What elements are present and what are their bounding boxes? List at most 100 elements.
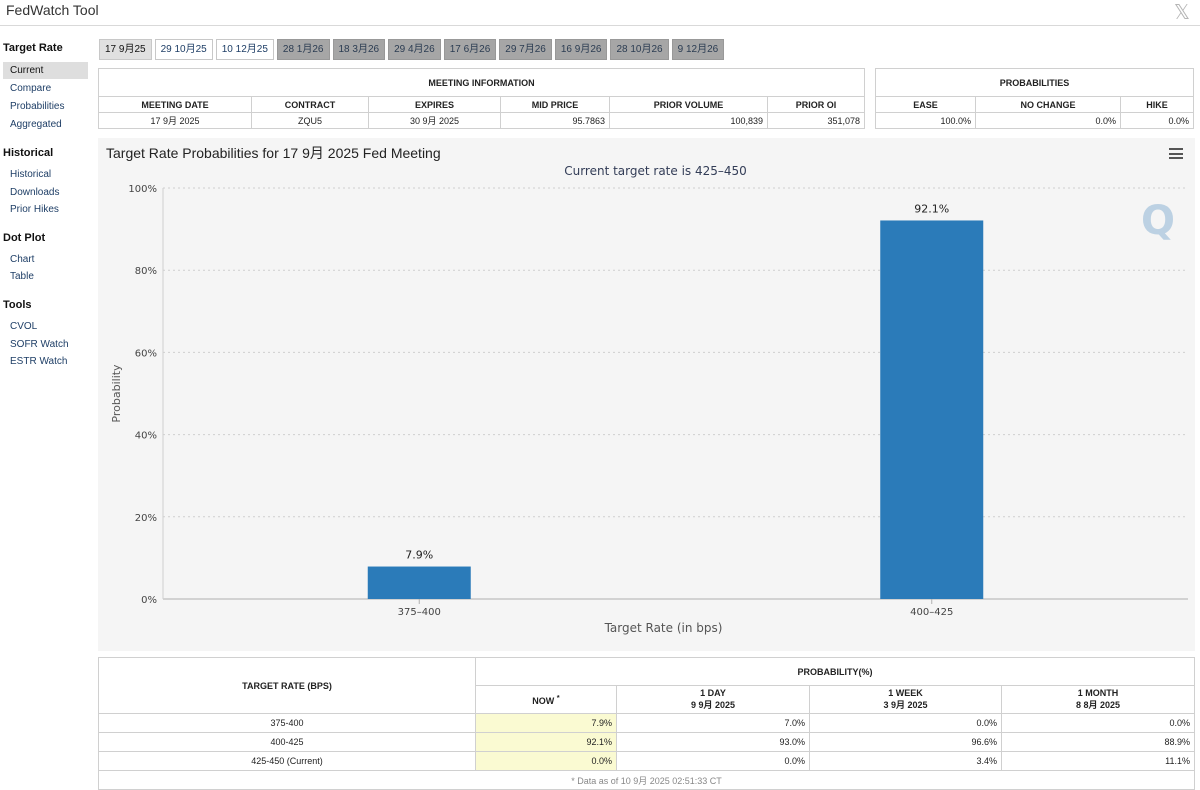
column-header: PRIOR VOLUME (609, 96, 768, 113)
column-header: HIKE (1120, 96, 1194, 113)
table-row: 375-400 7.9% 7.0% 0.0% 0.0% (98, 713, 1195, 733)
prior-volume-value: 100,839 (609, 112, 768, 129)
bar (367, 566, 471, 599)
month-cell: 11.1% (1001, 751, 1195, 771)
date-tab[interactable]: 9 12月26 (671, 39, 725, 60)
day-cell: 7.0% (616, 713, 810, 733)
mid-price-value: 95.7863 (500, 112, 610, 129)
now-cell: 7.9% (475, 713, 617, 733)
hike-value: 0.0% (1120, 112, 1194, 129)
sidebar-item-downloads[interactable]: Downloads (10, 187, 60, 198)
date-tab[interactable]: 29 10月25 (154, 39, 213, 60)
now-header: NOW * (475, 685, 617, 714)
x-tick-label: 400–425 (910, 607, 953, 618)
probability-header: PROBABILITY(%) (475, 657, 1195, 686)
app-title: FedWatch Tool (6, 2, 99, 18)
no-change-value: 0.0% (975, 112, 1121, 129)
target-rate-header: TARGET RATE (BPS) (98, 657, 476, 714)
day-cell: 93.0% (616, 732, 810, 752)
sidebar-item-probabilities[interactable]: Probabilities (10, 101, 65, 112)
x-tick-label: 375–400 (398, 607, 441, 618)
column-header: EASE (875, 96, 976, 113)
sidebar-item-cvol[interactable]: CVOL (10, 321, 38, 332)
now-cell: 0.0% (475, 751, 617, 771)
sidebar-item-current[interactable]: Current (3, 62, 88, 79)
table-row: 425-450 (Current) 0.0% 0.0% 3.4% 11.1% (98, 751, 1195, 771)
chart-subtitle: Current target rate is 425–450 (564, 164, 747, 178)
sidebar-item-compare[interactable]: Compare (10, 83, 52, 94)
q-logo-icon: Q (1140, 198, 1175, 244)
y-tick-label: 20% (135, 513, 157, 524)
period-date: 8 8月 2025 (1075, 700, 1121, 710)
sidebar-item-sofr-watch[interactable]: SOFR Watch (10, 339, 69, 350)
period-label: 1 MONTH (1077, 688, 1119, 698)
sidebar-heading-tools: Tools (3, 299, 32, 311)
bar (880, 220, 984, 599)
day-cell: 0.0% (616, 751, 810, 771)
period-label: 1 DAY (700, 688, 726, 698)
date-tab[interactable]: 29 4月26 (388, 39, 441, 60)
column-header: PRIOR OI (767, 96, 865, 113)
sidebar-item-aggregated[interactable]: Aggregated (10, 119, 62, 130)
one-week-header: 1 WEEK 3 9月 2025 (809, 685, 1002, 714)
probabilities-summary-table: PROBABILITIES EASE NO CHANGE HIKE 100.0%… (875, 68, 1194, 129)
probability-table: TARGET RATE (BPS) PROBABILITY(%) NOW * 1… (98, 657, 1195, 790)
bar-data-label: 7.9% (405, 549, 433, 562)
now-cell: 92.1% (475, 732, 617, 752)
y-tick-label: 60% (135, 348, 157, 359)
month-cell: 0.0% (1001, 713, 1195, 733)
y-tick-label: 80% (135, 266, 157, 277)
meeting-information-table: MEETING INFORMATION MEETING DATE CONTRAC… (98, 68, 865, 129)
period-date: 3 9月 2025 (883, 700, 928, 710)
hamburger-menu-icon[interactable] (1169, 148, 1183, 159)
sidebar-item-historical[interactable]: Historical (10, 169, 52, 180)
date-tab[interactable]: 17 9月25 (99, 39, 152, 60)
chart-panel: Target Rate Probabilities for 17 9月 2025… (98, 138, 1195, 651)
bar-data-label: 92.1% (914, 202, 949, 215)
contract-value: ZQU5 (251, 112, 369, 129)
y-tick-label: 40% (135, 431, 157, 442)
date-tab[interactable]: 16 9月26 (554, 39, 608, 60)
period-label: 1 WEEK (888, 688, 923, 698)
meeting-information-heading: MEETING INFORMATION (98, 68, 865, 97)
x-axis-title: Target Rate (in bps) (604, 621, 723, 635)
y-tick-label: 100% (128, 184, 157, 195)
sidebar-item-chart[interactable]: Chart (10, 254, 35, 265)
period-date: 9 9月 2025 (690, 700, 736, 710)
week-cell: 0.0% (809, 713, 1002, 733)
one-month-header: 1 MONTH 8 8月 2025 (1001, 685, 1195, 714)
expires-value: 30 9月 2025 (368, 112, 501, 129)
column-header: EXPIRES (368, 96, 501, 113)
y-axis-title: Probability (110, 364, 123, 423)
sidebar-item-prior-hikes[interactable]: Prior Hikes (10, 204, 59, 215)
column-header: MID PRICE (500, 96, 610, 113)
now-asterisk: * (556, 693, 560, 702)
date-tab[interactable]: 29 7月26 (499, 39, 552, 60)
sidebar-heading-target-rate: Target Rate (3, 42, 63, 54)
sidebar-heading-historical: Historical (3, 147, 54, 159)
date-tab[interactable]: 28 1月26 (276, 39, 330, 60)
ease-value: 100.0% (875, 112, 976, 129)
probabilities-heading: PROBABILITIES (875, 68, 1194, 97)
column-header: NO CHANGE (975, 96, 1121, 113)
rate-cell: 425-450 (Current) (98, 751, 476, 771)
month-cell: 88.9% (1001, 732, 1195, 752)
now-label: NOW (532, 696, 555, 706)
chart-title: Target Rate Probabilities for 17 9月 2025… (106, 145, 441, 161)
rate-cell: 375-400 (98, 713, 476, 733)
table-row: 400-425 92.1% 93.0% 96.6% 88.9% (98, 732, 1195, 752)
sidebar-item-table[interactable]: Table (10, 271, 34, 282)
one-day-header: 1 DAY 9 9月 2025 (616, 685, 810, 714)
date-tab[interactable]: 28 10月26 (610, 39, 669, 60)
probability-bar-chart: Current target rate is 425–450 0% 20% 40% 60… (110, 164, 1188, 635)
rate-cell: 400-425 (98, 732, 476, 752)
sidebar-item-estr-watch[interactable]: ESTR Watch (10, 356, 68, 367)
date-tab[interactable]: 17 6月26 (443, 39, 497, 60)
sidebar: Target Rate Current Compare Probabilitie… (0, 38, 90, 370)
date-tab[interactable]: 10 12月25 (215, 39, 274, 60)
meeting-date-value: 17 9月 2025 (98, 112, 252, 129)
x-logo-icon[interactable]: 𝕏 (1173, 0, 1190, 24)
column-header: CONTRACT (251, 96, 369, 113)
date-tab[interactable]: 18 3月26 (332, 39, 386, 60)
sidebar-heading-dot-plot: Dot Plot (3, 232, 46, 244)
